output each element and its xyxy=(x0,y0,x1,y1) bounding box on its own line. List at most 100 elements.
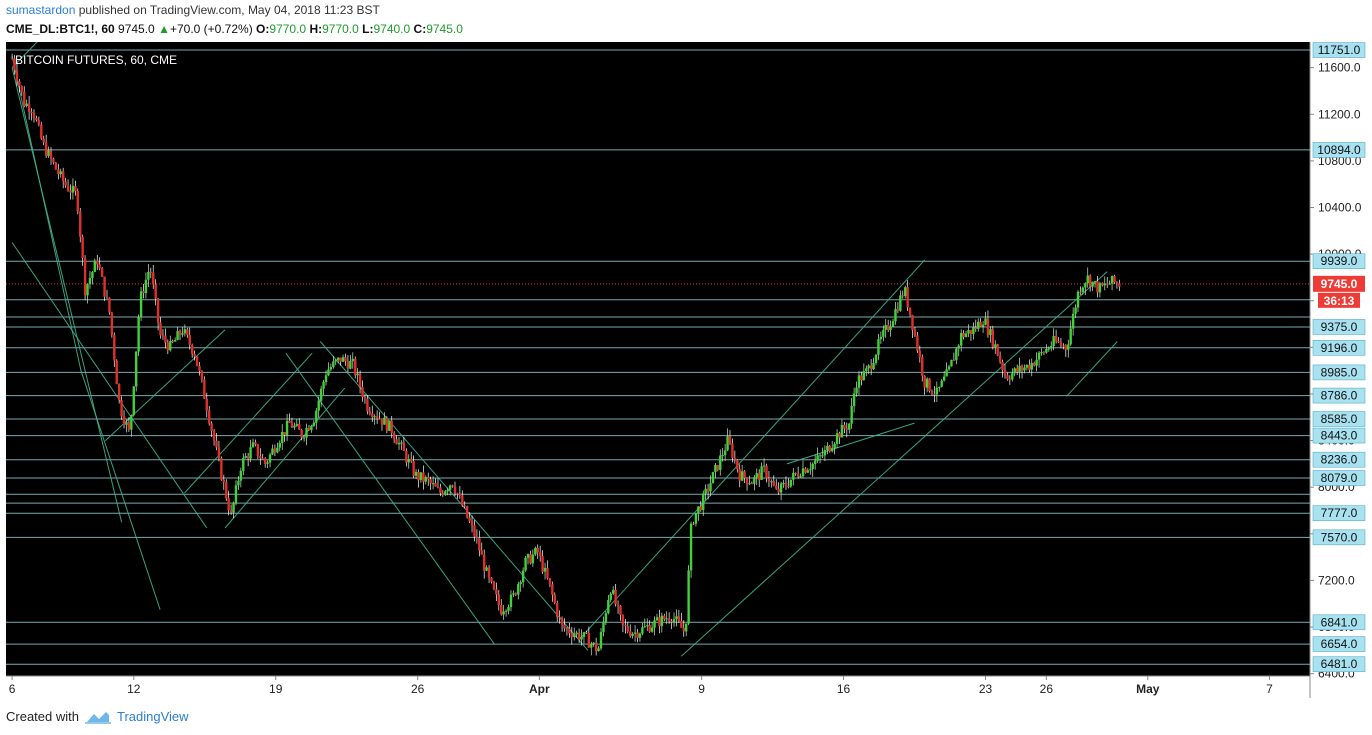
level-price-tag xyxy=(1312,636,1366,652)
candle-body xyxy=(977,321,980,329)
candle-body xyxy=(872,363,875,370)
level-price-label: 6841.0 xyxy=(1321,615,1358,629)
candle-body xyxy=(217,447,221,459)
candle-body xyxy=(473,525,476,537)
candle-body xyxy=(755,473,758,478)
candle-body xyxy=(25,103,28,106)
y-axis-tick-label: 10400.0 xyxy=(1318,200,1362,214)
trend-channel-line xyxy=(1066,341,1118,397)
chart-container[interactable]: 6400.06800.07200.07600.08000.08400.08800… xyxy=(6,38,1366,698)
candle-body xyxy=(1025,364,1029,368)
candle-body xyxy=(461,495,464,506)
candle-body xyxy=(648,625,651,632)
candle-body xyxy=(164,335,167,343)
price-change: +70.0 (+0.72%) xyxy=(169,22,253,36)
candle-body xyxy=(154,284,157,299)
candle-body xyxy=(682,627,685,632)
trend-channel-line xyxy=(184,352,313,494)
candle-body xyxy=(354,358,357,376)
candle-body xyxy=(959,333,963,346)
level-price-label: 9939.0 xyxy=(1321,254,1358,268)
candle-body xyxy=(317,400,320,411)
candle-body xyxy=(607,600,610,614)
x-axis-tick-label: 9 xyxy=(698,682,705,696)
candle-body xyxy=(1011,373,1014,380)
candle-body xyxy=(288,420,291,423)
candle-body xyxy=(833,443,836,449)
candle-body xyxy=(653,620,656,628)
candle-body xyxy=(1040,352,1043,354)
candle-body xyxy=(1098,283,1102,293)
symbol-label: CME_DL:BTC1!, 60 xyxy=(6,22,115,36)
candle-body xyxy=(1096,281,1099,293)
author-link[interactable]: sumastardon xyxy=(6,3,76,17)
candle-body xyxy=(378,418,381,420)
candle-body xyxy=(1023,367,1026,371)
candle-body xyxy=(1086,275,1089,284)
y-axis-tick-label: 11200.0 xyxy=(1318,107,1361,121)
candle-body xyxy=(1081,287,1085,293)
candlestick-chart[interactable]: 6400.06800.07200.07600.08000.08400.08800… xyxy=(6,38,1366,698)
candle-body xyxy=(509,594,513,608)
candle-body xyxy=(716,465,720,470)
close-value: 9745.0 xyxy=(426,22,463,36)
candle-body xyxy=(453,486,457,494)
level-price-tag xyxy=(1312,253,1366,270)
candle-body xyxy=(646,625,649,627)
candle-body xyxy=(1106,283,1109,285)
candle-body xyxy=(439,487,442,494)
candle-body xyxy=(738,469,741,481)
candle-body xyxy=(899,295,902,311)
candle-body xyxy=(675,616,678,620)
candle-body xyxy=(507,607,510,611)
candle-body xyxy=(940,380,943,387)
candle-body xyxy=(268,454,272,463)
tradingview-link[interactable]: TradingView xyxy=(116,709,189,724)
candle-body xyxy=(502,611,505,615)
candle-body xyxy=(161,335,165,337)
candle-body xyxy=(706,488,710,492)
candle-body xyxy=(417,471,420,481)
candle-body xyxy=(835,433,839,444)
tradingview-logo-icon[interactable] xyxy=(84,710,111,724)
candle-body xyxy=(1003,370,1007,376)
candle-body xyxy=(534,547,537,555)
candle-body xyxy=(840,424,844,438)
candle-body xyxy=(251,442,255,448)
candle-body xyxy=(392,433,396,440)
level-price-tag xyxy=(1312,340,1366,356)
candle-body xyxy=(551,584,554,595)
candle-body xyxy=(186,329,189,335)
candle-body xyxy=(329,367,333,370)
candle-body xyxy=(891,321,895,327)
candle-body xyxy=(711,472,715,484)
candle-body xyxy=(405,450,408,463)
high-value: 9770.0 xyxy=(322,22,359,36)
level-price-tag xyxy=(1312,427,1366,444)
candle-body xyxy=(227,498,230,511)
candle-body xyxy=(266,462,269,464)
candle-body xyxy=(103,276,106,297)
candle-body xyxy=(526,554,530,558)
candle-body xyxy=(1115,282,1119,284)
candle-body xyxy=(419,472,423,481)
candle-body xyxy=(1069,328,1072,345)
candle-body xyxy=(1028,364,1031,370)
candle-body xyxy=(619,605,622,615)
level-price-label: 8585.0 xyxy=(1321,412,1358,426)
candle-body xyxy=(504,610,508,612)
candle-body xyxy=(879,336,883,340)
candle-body xyxy=(332,361,335,368)
level-price-tag xyxy=(1312,42,1366,58)
candle-body xyxy=(1079,291,1082,293)
candle-body xyxy=(889,326,892,330)
candle-body xyxy=(298,423,301,430)
candle-body xyxy=(762,465,766,467)
candle-body xyxy=(1076,291,1080,308)
candle-body xyxy=(356,373,359,376)
candle-body xyxy=(1091,281,1094,287)
candle-body xyxy=(463,505,466,507)
candle-body xyxy=(256,444,260,457)
candle-body xyxy=(779,483,783,493)
candle-body xyxy=(285,420,289,435)
